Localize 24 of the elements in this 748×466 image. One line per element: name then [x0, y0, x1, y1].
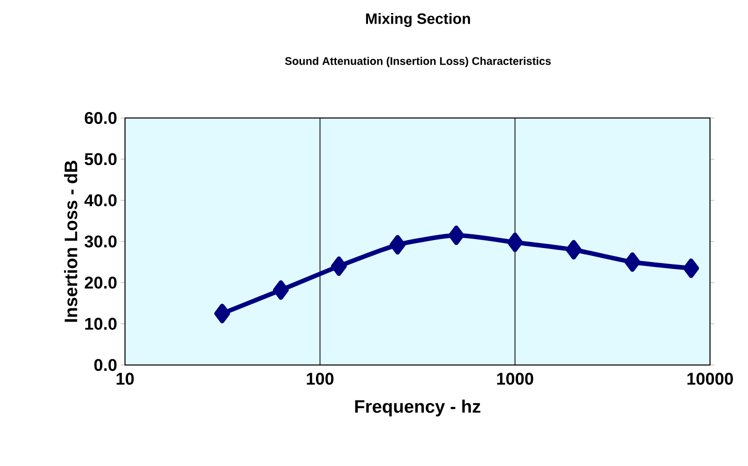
point	[566, 240, 582, 260]
x-axis-title: Frequency - hz	[355, 400, 480, 416]
point	[390, 235, 406, 255]
y-tick-label: 30.0	[84, 235, 117, 248]
y-tick-label: 50.0	[84, 153, 117, 166]
x-tick-label: 10	[116, 372, 134, 385]
point	[624, 252, 640, 272]
y-axis-title: Insertion Loss - dB	[64, 160, 78, 322]
point	[683, 258, 699, 278]
x-tick-label: 1000	[497, 372, 534, 385]
point	[507, 232, 523, 252]
point	[273, 280, 289, 300]
chart-title: Mixing Section	[366, 12, 470, 28]
y-tick-label: 60.0	[84, 112, 117, 124]
chart-subtitle: Sound Attenuation (Insertion Loss) Characteristics	[285, 56, 551, 68]
y-tick-label: 0.0	[94, 358, 117, 372]
y-tick-label: 40.0	[84, 194, 117, 206]
x-tick-label: 10000	[687, 372, 733, 385]
point	[448, 226, 464, 246]
y-tick-label: 10.0	[85, 318, 117, 330]
y-tick-label: 20.0	[84, 276, 117, 289]
point	[214, 304, 230, 324]
point	[331, 256, 347, 276]
x-tick-label: 100	[306, 372, 334, 385]
